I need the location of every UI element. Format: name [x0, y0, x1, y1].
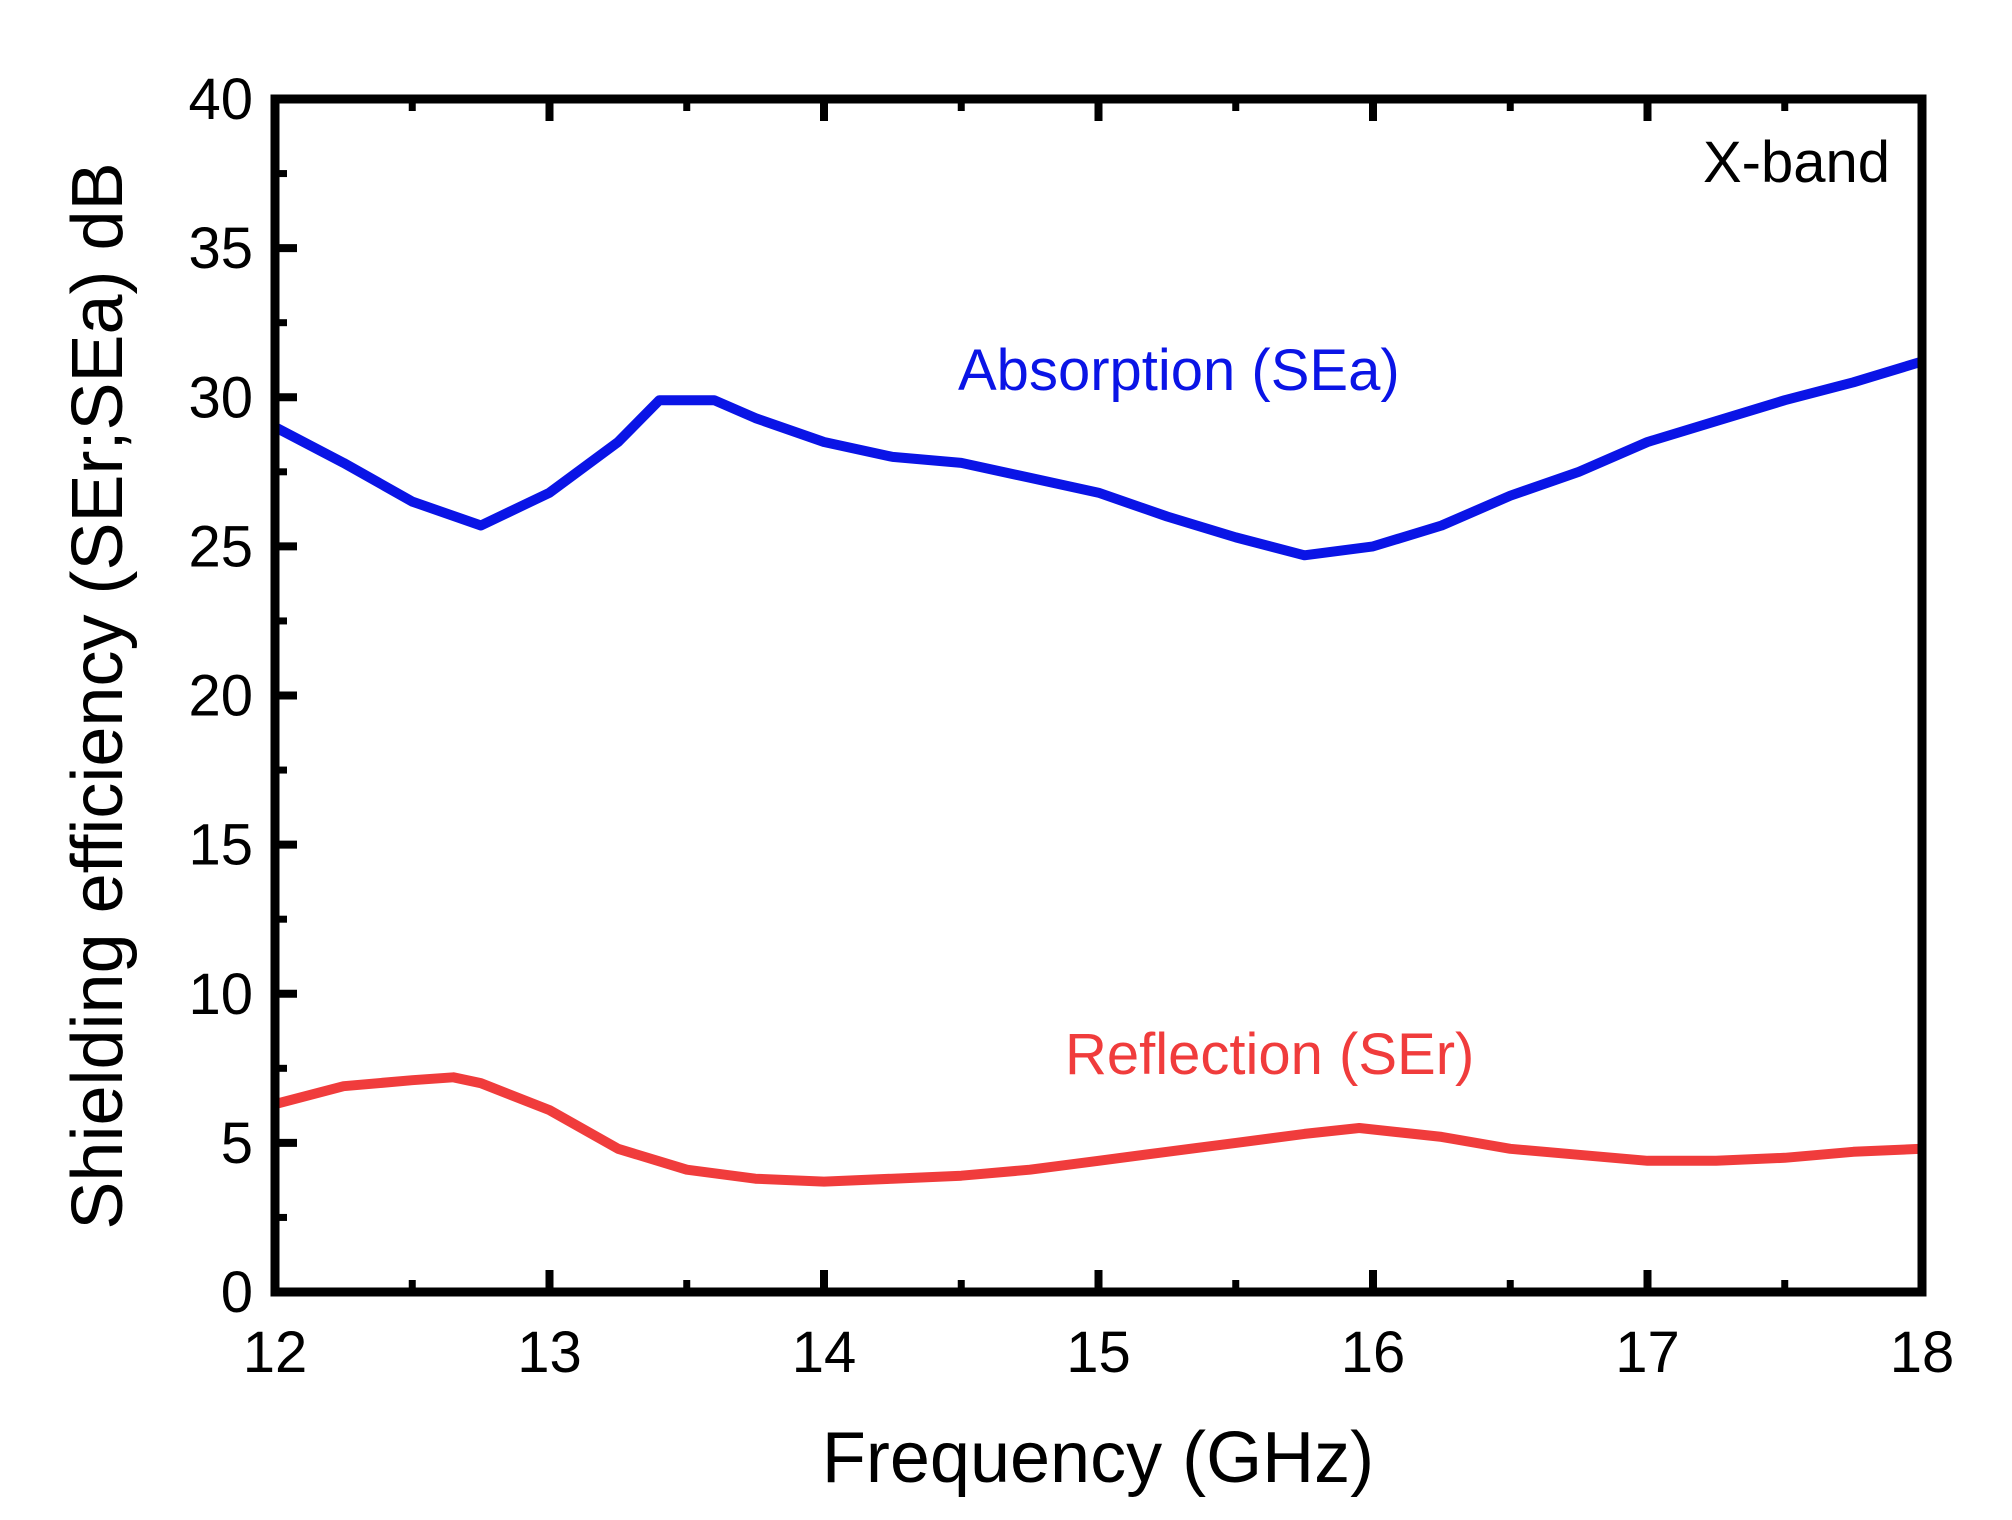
y-tick-label: 15	[188, 813, 253, 878]
y-tick-label: 30	[188, 365, 253, 430]
series-reflection-line	[273, 1072, 1923, 1187]
y-tick-label: 25	[188, 514, 253, 579]
annotation-xband: X-band	[1703, 130, 1890, 195]
series-lines	[272, 356, 1924, 1187]
y-axis-title: Shielding efficiency (SEr;SEa) dB	[58, 162, 138, 1229]
x-tick-label: 14	[792, 1320, 857, 1385]
x-tick-label: 13	[517, 1320, 582, 1385]
label-absorption: Absorption (SEa)	[958, 338, 1400, 403]
plot-frame	[270, 94, 1927, 1297]
y-tick-label: 40	[188, 67, 253, 132]
x-axis-title: Frequency (GHz)	[822, 1418, 1374, 1498]
x-tick-label: 18	[1890, 1320, 1955, 1385]
x-tick-label: 12	[243, 1320, 308, 1385]
y-tick-label: 5	[221, 1111, 253, 1176]
y-tick-label: 35	[188, 216, 253, 281]
axis-ticks: 12 13 14 15 16 17 18 0 5 10 15 20 25 30 35 40	[188, 67, 1954, 1385]
x-tick-label: 15	[1066, 1320, 1131, 1385]
x-tick-label: 16	[1341, 1320, 1406, 1385]
series-absorption-line	[272, 356, 1924, 561]
y-tick-label: 0	[221, 1260, 253, 1325]
x-tick-label: 17	[1615, 1320, 1680, 1385]
y-tick-label: 20	[188, 664, 253, 729]
label-reflection: Reflection (SEr)	[1065, 1022, 1474, 1087]
y-tick-label: 10	[188, 962, 253, 1027]
